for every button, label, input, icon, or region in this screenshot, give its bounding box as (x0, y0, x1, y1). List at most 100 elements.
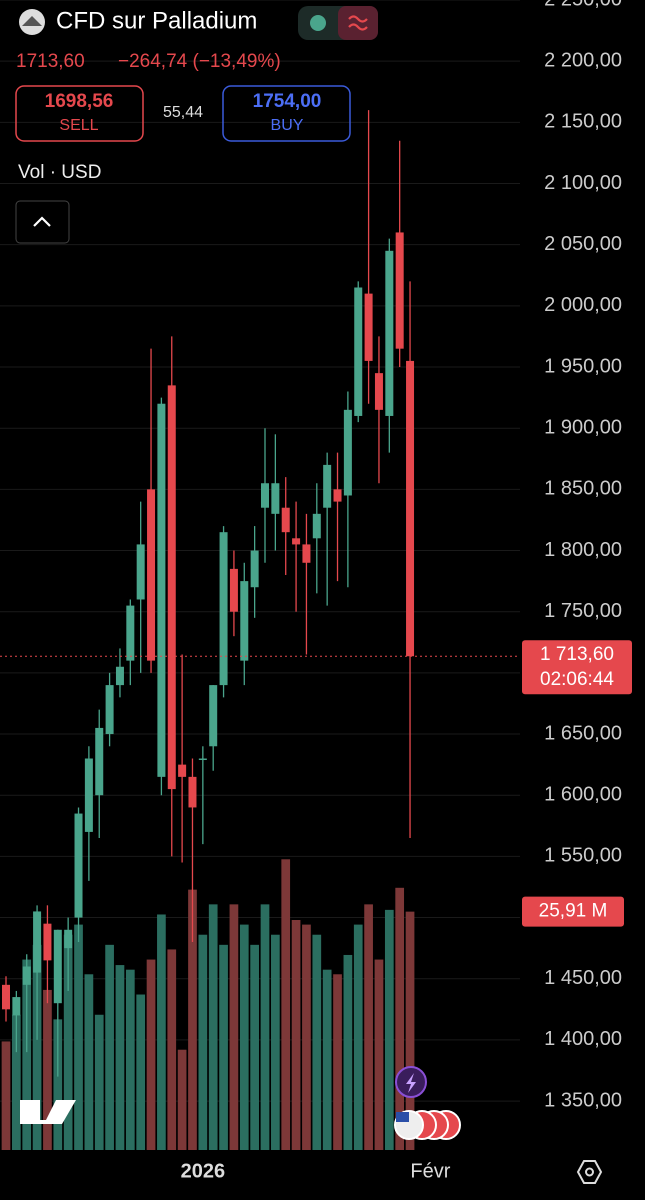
candle-body (229, 568, 238, 612)
candle-body (22, 966, 31, 985)
volume-bar (405, 911, 415, 1150)
volume-bar (281, 859, 291, 1150)
candle-body (385, 250, 394, 416)
buy-button[interactable] (222, 85, 351, 142)
status-dot (310, 15, 326, 31)
last-price-label: 1 713,60 (540, 644, 614, 665)
volume-label-box (522, 896, 624, 927)
volume-bar (219, 944, 228, 1150)
volume-bar (198, 934, 208, 1150)
candle-body (261, 483, 269, 508)
candle-body (271, 483, 280, 514)
volume-bar (94, 1014, 104, 1150)
volume-bar (364, 904, 373, 1150)
y-tick-label: 1 750,00 (544, 600, 622, 622)
volume-bar (105, 944, 114, 1150)
y-tick-label: 2 200,00 (544, 49, 622, 71)
volume-bar (136, 994, 146, 1150)
plot: 1 350,001 400,001 450,001 500,001 550,00… (0, 0, 632, 1182)
price: 1713,60 (16, 51, 85, 72)
candle-body (240, 581, 249, 661)
volume-bar (115, 965, 125, 1150)
volume-bar (271, 934, 280, 1150)
volume-bar (260, 904, 270, 1150)
y-tick-label: 1 800,00 (544, 539, 622, 561)
logo-mark (22, 16, 42, 26)
volume-bar (177, 1049, 187, 1150)
volume-label: 25,91 M (539, 901, 608, 922)
candle-body (53, 929, 62, 1004)
candle-body (343, 409, 352, 496)
volume-bar (250, 944, 259, 1150)
candle-body (43, 923, 52, 961)
volume-bar (22, 959, 32, 1150)
candle-body (33, 911, 42, 973)
y-tick-label: 1 400,00 (544, 1028, 622, 1050)
sell-label: SELL (59, 117, 98, 134)
candle-body (354, 287, 363, 416)
flag-canton (396, 1112, 409, 1122)
candle-body (84, 758, 93, 832)
candle-body (147, 489, 156, 661)
candle-body (12, 997, 21, 1016)
candle-body (323, 464, 332, 508)
y-tick-label: 1 350,00 (544, 1089, 622, 1111)
volume-bar (12, 1014, 21, 1150)
candle-body (374, 373, 383, 410)
volume-bar (63, 934, 73, 1150)
y-tick-label: 1 850,00 (544, 478, 622, 500)
y-tick-label: 1 600,00 (544, 783, 622, 805)
candle-body (395, 232, 404, 349)
candle-body (157, 403, 166, 777)
volume-bar (53, 1019, 63, 1150)
candle-body (364, 293, 373, 361)
buy-price: 1754,00 (253, 91, 322, 112)
y-tick-label: 1 900,00 (544, 416, 622, 438)
volume-bar (74, 924, 83, 1150)
settings-button[interactable] (576, 1160, 603, 1184)
x-tick-label: 2026 (181, 1160, 226, 1182)
volume-bar (239, 924, 249, 1150)
y-tick-label: 2 050,00 (544, 233, 622, 255)
volume-bar (353, 924, 363, 1150)
candle-body (292, 538, 301, 545)
countdown: 02:06:44 (540, 669, 614, 690)
volume-bar (43, 989, 52, 1150)
volume-bar (167, 949, 177, 1150)
candle-body (136, 544, 145, 600)
volume-bar (333, 974, 342, 1150)
y-tick-label: 2 000,00 (544, 294, 622, 316)
candle-body (250, 550, 259, 588)
last-price-box (522, 640, 632, 695)
candle-body (198, 758, 207, 761)
change: −264,74 (−13,49%) (118, 51, 281, 72)
volume-bar (188, 889, 197, 1150)
candle-body (312, 513, 321, 539)
collapse-button[interactable] (15, 200, 70, 244)
lightning-icon (406, 1073, 416, 1093)
sell-price: 1698,56 (45, 91, 114, 112)
candle-body (167, 385, 176, 790)
volume-bar (157, 914, 166, 1150)
volume-bar (384, 909, 394, 1150)
title: CFD sur Palladium (56, 7, 257, 34)
market-toggle[interactable] (338, 6, 378, 40)
y-tick-label: 1 550,00 (544, 845, 622, 867)
volume-bar (395, 887, 405, 1150)
tv-logo[interactable] (20, 1100, 76, 1124)
header: CFD sur Palladium 1713,60 −264,74 (−13,4… (15, 6, 603, 1184)
indicator-label: Vol · USD (18, 162, 101, 183)
volume-bar (208, 904, 218, 1150)
volume-bar (374, 959, 384, 1150)
candle-body (209, 685, 218, 747)
buy-label: BUY (271, 117, 304, 134)
candle-body (74, 813, 83, 918)
volume-bar (32, 944, 42, 1150)
candle-body (2, 984, 10, 1010)
y-tick-label: 1 650,00 (544, 722, 622, 744)
settings-dot (585, 1167, 594, 1177)
candle-body (95, 727, 104, 796)
volume-bar (229, 904, 239, 1150)
sell-button[interactable] (15, 85, 144, 142)
